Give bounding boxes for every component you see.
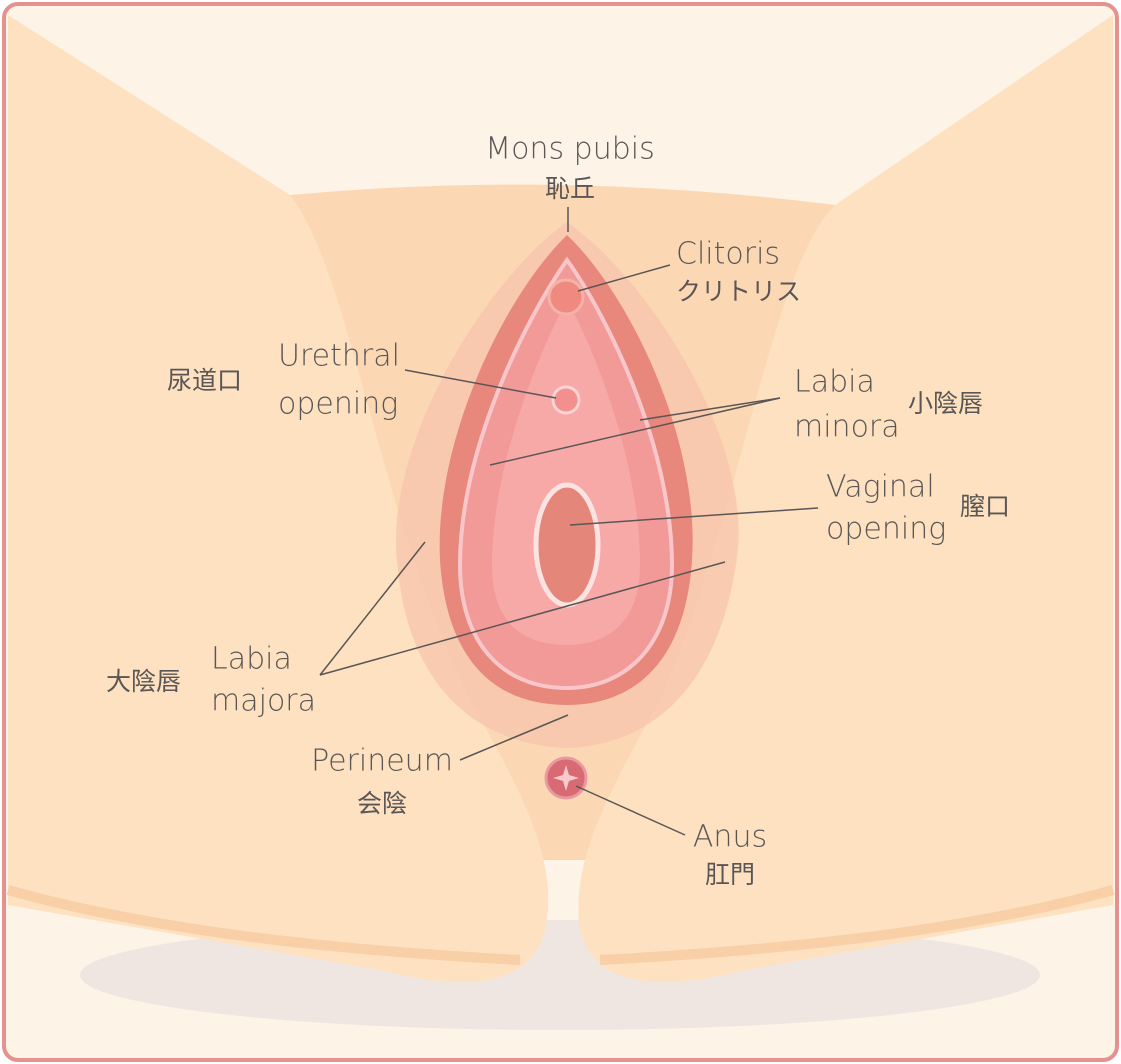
label-japanese: 大陰唇 [106,667,181,696]
diagram: Mons pubis 恥丘 Clitoris クリトリス Urethral op… [0,0,1121,1064]
label-japanese: 小陰唇 [908,389,983,418]
label-japanese: 尿道口 [167,366,242,395]
label-english: minora [794,410,900,445]
label-english: Vaginal [826,470,935,505]
label-japanese: 肛門 [705,860,755,889]
label-english: Labia [794,365,875,400]
label-japanese: 恥丘 [545,174,595,203]
label-english: majora [211,684,316,719]
label-english: opening [278,387,398,422]
label-english: Perineum [311,744,453,779]
label-japanese: 会陰 [357,789,407,818]
label-english: Urethral [278,339,400,374]
label-english: Clitoris [676,237,780,272]
label-english: Mons pubis [485,132,654,167]
label-english: opening [826,512,946,547]
label-japanese: クリトリス [676,277,801,306]
label-japanese: 膣口 [960,492,1010,521]
label-english: Anus [693,820,767,855]
label-english: Labia [211,642,292,677]
